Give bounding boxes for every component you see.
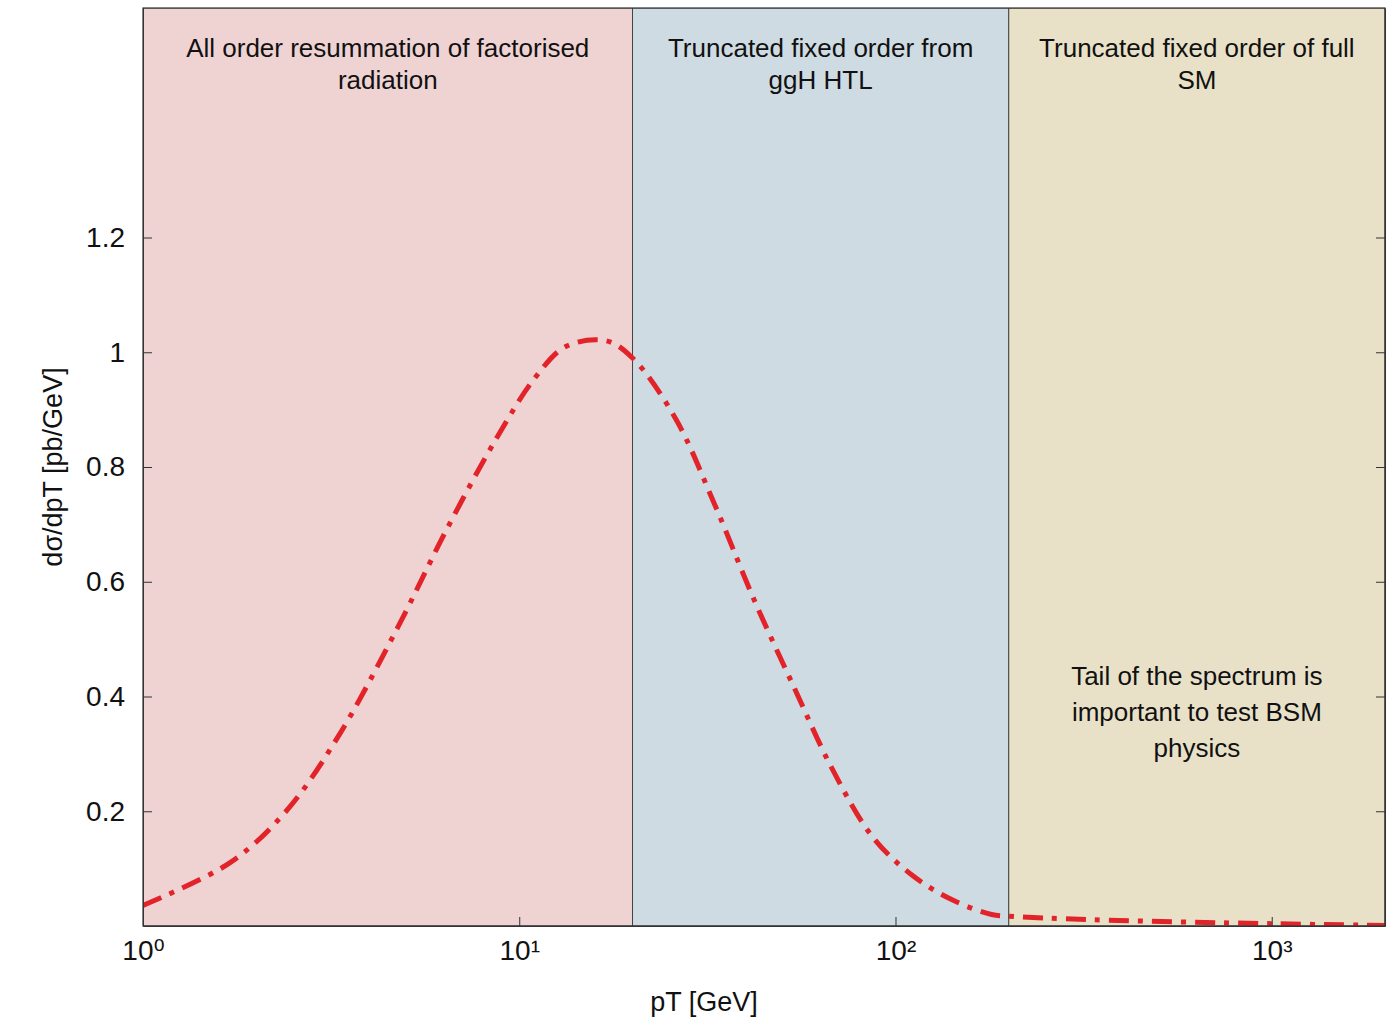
y-tick: 0.2 [86,796,152,827]
y-tick-mark [143,238,152,239]
x-axis: 10⁰ 10¹ 10² 10³ [122,917,1385,966]
text-line: Truncated fixed order of full [1039,33,1355,63]
chart: 10⁰ 10¹ 10² 10³ 0.2 0.4 0.6 0.8 1 1.2 pT [GeV] dσ/d… [0,0,1392,1023]
y-tick-right [1376,697,1385,698]
y-tick-mark [143,352,152,353]
x-tick-mark [1272,917,1273,926]
y-tick-right [1376,582,1385,583]
x-tick: 10¹ [500,917,540,966]
y-tick-label: 0.6 [86,566,125,597]
y-tick: 1 [109,337,152,368]
plot-area [143,8,1385,926]
region [143,8,633,926]
y-tick-mark [143,582,152,583]
text-line: radiation [338,65,438,95]
y-axis-right-line [1385,9,1386,927]
region-title: All order resummation of factorisedradia… [186,33,589,95]
y-tick-mark [1376,582,1385,583]
y-axis-title: dσ/dpT [pb/GeV] [38,367,68,566]
x-tick-mark [895,917,896,926]
y-tick-mark [143,467,152,468]
x-tick-mark [519,917,520,926]
y-tick-mark [1376,467,1385,468]
y-tick: 0.8 [86,451,152,482]
plot-frame [143,8,1385,926]
text-line: SM [1177,65,1216,95]
y-tick-right [1376,238,1385,239]
x-tick-label: 10¹ [500,935,540,966]
text-line: ggH HTL [769,65,873,95]
y-tick: 1.2 [86,222,152,253]
text-line: Truncated fixed order from [668,33,973,63]
y-tick-label: 0.2 [86,796,125,827]
y-tick-label: 1 [109,337,125,368]
text-line: important to test BSM [1072,697,1322,727]
y-tick-mark [143,811,152,812]
y-tick-mark [143,697,152,698]
region [633,8,1009,926]
text-line: Tail of the spectrum is [1071,661,1322,691]
region-title: Truncated fixed order of fullSM [1039,33,1355,95]
x-tick: 10³ [1252,917,1292,966]
annotation: Tail of the spectrum is important to test… [1071,661,1322,763]
region [1009,8,1385,926]
text-line: physics [1154,733,1241,763]
y-tick-right [1376,811,1385,812]
y-axis: 0.2 0.4 0.6 0.8 1 1.2 [86,9,152,927]
text-line: All order resummation of factorised [186,33,589,63]
x-tick-label: 10⁰ [122,935,164,966]
y-tick: 0.6 [86,566,152,597]
y-tick-label: 0.4 [86,681,125,712]
y-tick-mark [1376,238,1385,239]
x-tick: 10² [876,917,916,966]
y-tick-label: 0.8 [86,451,125,482]
y-tick-right [1376,352,1385,353]
region-title: Truncated fixed order fromggH HTL [668,33,973,95]
y-tick-mark [1376,697,1385,698]
line [143,340,1385,926]
y-tick-right [1376,467,1385,468]
y-axis-right [1376,9,1386,927]
x-axis-title: pT [GeV] [650,987,758,1017]
y-tick: 0.4 [86,681,152,712]
x-tick-label: 10³ [1252,935,1292,966]
x-axis-line [144,926,1386,927]
y-tick-label: 1.2 [86,222,125,253]
x-tick-label: 10² [876,935,916,966]
y-tick-mark [1376,352,1385,353]
y-tick-mark [1376,811,1385,812]
